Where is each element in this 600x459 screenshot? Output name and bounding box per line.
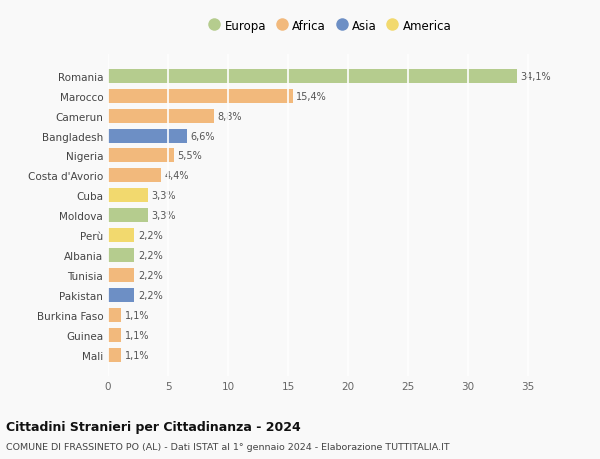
Bar — [108, 109, 214, 123]
Bar — [108, 149, 174, 163]
Text: 1,1%: 1,1% — [125, 330, 149, 340]
Bar — [108, 328, 121, 342]
Text: 3,3%: 3,3% — [151, 211, 176, 221]
Bar — [108, 70, 517, 84]
Bar — [108, 288, 134, 302]
Text: 5,5%: 5,5% — [178, 151, 202, 161]
Bar — [108, 169, 161, 183]
Bar — [108, 129, 187, 143]
Bar — [108, 189, 148, 203]
Text: COMUNE DI FRASSINETO PO (AL) - Dati ISTAT al 1° gennaio 2024 - Elaborazione TUTT: COMUNE DI FRASSINETO PO (AL) - Dati ISTA… — [6, 442, 449, 451]
Legend: Europa, Africa, Asia, America: Europa, Africa, Asia, America — [205, 16, 455, 36]
Bar — [108, 229, 134, 242]
Text: 2,2%: 2,2% — [138, 230, 163, 241]
Bar — [108, 348, 121, 362]
Text: Cittadini Stranieri per Cittadinanza - 2024: Cittadini Stranieri per Cittadinanza - 2… — [6, 420, 301, 433]
Text: 2,2%: 2,2% — [138, 251, 163, 260]
Text: 2,2%: 2,2% — [138, 270, 163, 280]
Text: 15,4%: 15,4% — [296, 91, 327, 101]
Text: 8,8%: 8,8% — [217, 112, 242, 121]
Text: 1,1%: 1,1% — [125, 310, 149, 320]
Text: 1,1%: 1,1% — [125, 350, 149, 360]
Bar — [108, 90, 293, 103]
Text: 34,1%: 34,1% — [521, 72, 551, 82]
Text: 4,4%: 4,4% — [164, 171, 189, 181]
Bar — [108, 269, 134, 282]
Text: 3,3%: 3,3% — [151, 191, 176, 201]
Bar — [108, 308, 121, 322]
Bar — [108, 248, 134, 263]
Text: 2,2%: 2,2% — [138, 290, 163, 300]
Text: 6,6%: 6,6% — [191, 131, 215, 141]
Bar — [108, 209, 148, 223]
